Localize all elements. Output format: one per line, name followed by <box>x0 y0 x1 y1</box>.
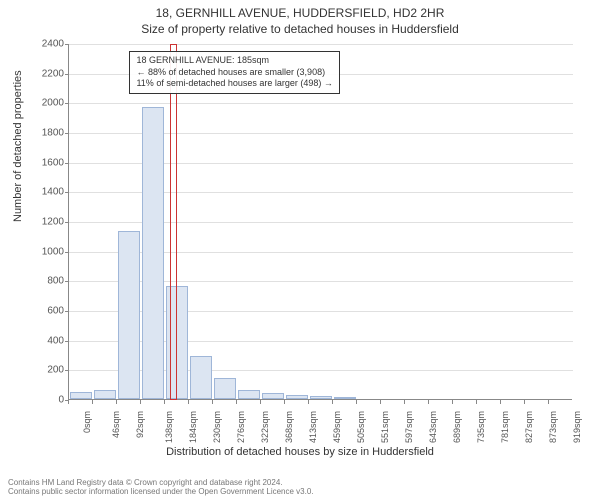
y-tick-label: 1800 <box>24 128 64 139</box>
y-tick-mark <box>65 311 69 312</box>
x-tick-label: 551sqm <box>380 411 390 443</box>
x-tick-mark <box>164 400 165 404</box>
x-tick-mark <box>140 400 141 404</box>
x-tick-mark <box>116 400 117 404</box>
y-tick-label: 1000 <box>24 246 64 257</box>
y-tick-label: 1600 <box>24 157 64 168</box>
x-tick-mark <box>68 400 69 404</box>
highlight-marker <box>170 44 177 400</box>
x-tick-mark <box>380 400 381 404</box>
x-tick-label: 689sqm <box>452 411 462 443</box>
y-tick-label: 600 <box>24 306 64 317</box>
x-tick-label: 413sqm <box>308 411 318 443</box>
x-tick-mark <box>404 400 405 404</box>
x-tick-label: 276sqm <box>236 411 246 443</box>
y-tick-mark <box>65 163 69 164</box>
y-tick-mark <box>65 281 69 282</box>
x-tick-label: 459sqm <box>332 411 342 443</box>
x-tick-label: 138sqm <box>164 411 174 443</box>
x-tick-label: 368sqm <box>284 411 294 443</box>
title-line2: Size of property relative to detached ho… <box>0 20 600 36</box>
histogram-bar <box>238 390 261 399</box>
x-tick-label: 919sqm <box>572 411 582 443</box>
footer-line1: Contains HM Land Registry data © Crown c… <box>8 478 314 488</box>
x-tick-label: 0sqm <box>82 411 92 433</box>
x-tick-mark <box>308 400 309 404</box>
y-tick-mark <box>65 222 69 223</box>
y-tick-mark <box>65 192 69 193</box>
annotation-line: ← 88% of detached houses are smaller (3,… <box>136 67 332 79</box>
histogram-bar <box>118 231 141 399</box>
y-tick-label: 1200 <box>24 217 64 228</box>
histogram-bar <box>286 395 309 399</box>
y-axis-label: Number of detached properties <box>12 70 24 222</box>
x-axis-label: Distribution of detached houses by size … <box>0 446 600 458</box>
y-tick-label: 200 <box>24 365 64 376</box>
y-tick-mark <box>65 252 69 253</box>
x-tick-label: 643sqm <box>428 411 438 443</box>
y-tick-label: 2400 <box>24 39 64 50</box>
x-tick-mark <box>476 400 477 404</box>
x-tick-mark <box>332 400 333 404</box>
y-tick-label: 800 <box>24 276 64 287</box>
histogram-bar <box>334 397 357 399</box>
histogram-bar <box>310 396 333 399</box>
y-tick-label: 0 <box>24 395 64 406</box>
x-tick-label: 322sqm <box>260 411 270 443</box>
y-tick-mark <box>65 103 69 104</box>
x-tick-label: 735sqm <box>476 411 486 443</box>
x-tick-label: 781sqm <box>500 411 510 443</box>
x-tick-mark <box>428 400 429 404</box>
histogram-bar <box>70 392 93 399</box>
gridline <box>69 103 573 104</box>
annotation-line: 18 GERNHILL AVENUE: 185sqm <box>136 55 332 67</box>
x-tick-mark <box>452 400 453 404</box>
x-tick-mark <box>212 400 213 404</box>
plot-region: 18 GERNHILL AVENUE: 185sqm← 88% of detac… <box>68 44 572 400</box>
y-tick-label: 2200 <box>24 68 64 79</box>
histogram-bar <box>190 356 213 399</box>
title-line1: 18, GERNHILL AVENUE, HUDDERSFIELD, HD2 2… <box>0 0 600 20</box>
y-tick-mark <box>65 133 69 134</box>
chart-area: 18 GERNHILL AVENUE: 185sqm← 88% of detac… <box>68 44 572 400</box>
y-tick-mark <box>65 341 69 342</box>
gridline <box>69 44 573 45</box>
histogram-bar <box>262 393 285 399</box>
chart-container: 18, GERNHILL AVENUE, HUDDERSFIELD, HD2 2… <box>0 0 600 500</box>
x-tick-label: 184sqm <box>188 411 198 443</box>
histogram-bar <box>142 107 165 399</box>
y-tick-label: 2000 <box>24 98 64 109</box>
x-tick-mark <box>236 400 237 404</box>
x-tick-label: 597sqm <box>404 411 414 443</box>
x-tick-label: 505sqm <box>356 411 366 443</box>
x-tick-mark <box>356 400 357 404</box>
x-tick-label: 827sqm <box>524 411 534 443</box>
x-tick-mark <box>188 400 189 404</box>
histogram-bar <box>94 390 117 399</box>
x-tick-mark <box>524 400 525 404</box>
x-tick-label: 873sqm <box>548 411 558 443</box>
y-tick-mark <box>65 74 69 75</box>
y-tick-mark <box>65 44 69 45</box>
x-tick-mark <box>284 400 285 404</box>
y-tick-label: 1400 <box>24 187 64 198</box>
x-tick-label: 230sqm <box>212 411 222 443</box>
y-tick-label: 400 <box>24 335 64 346</box>
annotation-box: 18 GERNHILL AVENUE: 185sqm← 88% of detac… <box>129 51 339 94</box>
x-tick-mark <box>548 400 549 404</box>
x-tick-mark <box>260 400 261 404</box>
x-tick-label: 92sqm <box>135 411 145 438</box>
x-tick-mark <box>500 400 501 404</box>
x-tick-label: 46sqm <box>111 411 121 438</box>
histogram-bar <box>214 378 237 399</box>
annotation-line: 11% of semi-detached houses are larger (… <box>136 78 332 90</box>
footer-line2: Contains public sector information licen… <box>8 487 314 497</box>
x-tick-mark <box>92 400 93 404</box>
y-tick-mark <box>65 370 69 371</box>
footer-attribution: Contains HM Land Registry data © Crown c… <box>8 478 314 497</box>
